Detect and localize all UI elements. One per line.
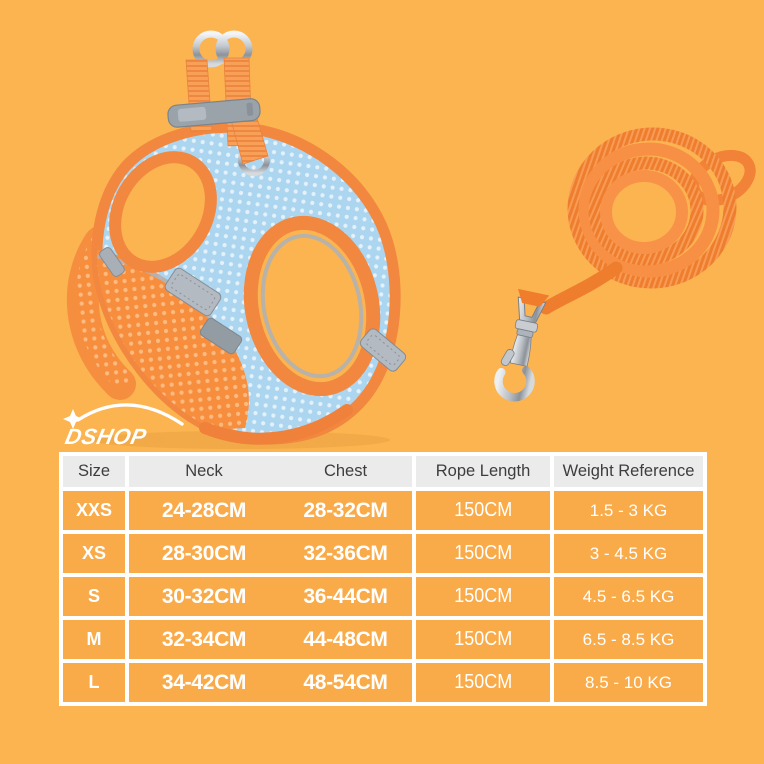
table-row: S 30-32CM 36-44CM 150CM 4.5 - 6.5 KG — [63, 577, 703, 616]
header-cell-rope-length: Rope Length — [416, 456, 550, 487]
cell-neck-chest: 34-42CM 48-54CM — [129, 663, 412, 702]
logo-swoosh — [76, 403, 184, 426]
size-value: S — [87, 586, 100, 606]
table-row: M 32-34CM 44-48CM 150CM 6.5 - 8.5 KG — [63, 620, 703, 659]
reflective-patch — [164, 267, 222, 317]
rope-length-value: 150CM — [453, 499, 513, 521]
harness-leg-hole — [243, 215, 381, 397]
reflective-patch-stitch — [366, 334, 400, 366]
neck-value: 28-30CM — [161, 541, 247, 565]
cell-neck-chest: 24-28CM 28-32CM — [129, 491, 412, 530]
cell-weight: 1.5 - 3 KG — [554, 491, 703, 530]
cell-rope-length: 150CM — [416, 534, 550, 573]
header-label: Neck — [185, 462, 223, 480]
weight-value: 4.5 - 6.5 KG — [582, 586, 675, 606]
weight-value: 8.5 - 10 KG — [585, 672, 672, 692]
hook-gate — [500, 349, 515, 367]
chest-value: 36-44CM — [303, 584, 388, 608]
cell-rope-length: 150CM — [416, 491, 550, 530]
header-label: Weight Reference — [562, 462, 695, 480]
size-value: M — [86, 629, 102, 649]
strap-fold — [518, 288, 550, 307]
snap-hook-icon — [494, 288, 550, 402]
header-label: Size — [77, 462, 111, 480]
neck-value: 32-34CM — [161, 627, 247, 651]
table-row: XXS 24-28CM 28-32CM 150CM 1.5 - 3 KG — [63, 491, 703, 530]
cell-rope-length: 150CM — [416, 620, 550, 659]
cell-size: L — [63, 663, 125, 702]
rope-length-value: 150CM — [453, 585, 513, 607]
size-value: XXS — [75, 500, 113, 520]
d-ring-icon — [192, 30, 230, 68]
neck-value: 24-28CM — [161, 498, 247, 522]
chest-value: 44-48CM — [303, 627, 388, 651]
table-row: XS 28-30CM 32-36CM 150CM 3 - 4.5 KG — [63, 534, 703, 573]
cell-weight: 8.5 - 10 KG — [554, 663, 703, 702]
leash-coil — [567, 127, 737, 289]
logo-text: DSHOP — [63, 424, 149, 449]
harness-bottom-trim — [199, 404, 353, 445]
chest-value: 48-54CM — [303, 670, 388, 694]
leash-photo — [494, 127, 756, 402]
chest-value: 28-32CM — [303, 498, 388, 522]
header-cell-neck-chest: Neck Chest — [129, 456, 412, 487]
cell-size: XS — [63, 534, 125, 573]
chest-value: 32-36CM — [303, 541, 388, 565]
cell-neck-chest: 32-34CM 44-48CM — [129, 620, 412, 659]
size-value: L — [88, 672, 100, 692]
reflective-patch-stitch — [170, 273, 216, 311]
cell-size: M — [63, 620, 125, 659]
cell-size: XXS — [63, 491, 125, 530]
size-table: Size Neck Chest Rope Length Weight Refer… — [59, 452, 707, 706]
leash-strap — [539, 261, 623, 315]
neck-value: 34-42CM — [161, 670, 247, 694]
weight-value: 6.5 - 8.5 KG — [582, 629, 675, 649]
size-table-header: Size Neck Chest Rope Length Weight Refer… — [63, 456, 703, 487]
cell-neck-chest: 28-30CM 32-36CM — [129, 534, 412, 573]
harness-photo — [66, 30, 407, 449]
rope-length-value: 150CM — [453, 628, 513, 650]
leash-coil — [588, 156, 704, 266]
brand-logo: DSHOP — [63, 403, 184, 449]
cell-rope-length: 150CM — [416, 663, 550, 702]
header-label: Rope Length — [435, 462, 531, 480]
cell-weight: 3 - 4.5 KG — [554, 534, 703, 573]
cell-weight: 6.5 - 8.5 KG — [554, 620, 703, 659]
cell-neck-chest: 30-32CM 36-44CM — [129, 577, 412, 616]
header-cell-size: Size — [63, 456, 125, 487]
hook-ring — [494, 366, 535, 402]
star-icon — [63, 409, 83, 429]
reflective-tab — [99, 247, 125, 277]
cell-weight: 4.5 - 6.5 KG — [554, 577, 703, 616]
leash-coil — [578, 142, 720, 278]
size-value: XS — [81, 543, 106, 563]
reflective-patch — [359, 328, 407, 372]
table-row: L 34-42CM 48-54CM 150CM 8.5 - 10 KG — [63, 663, 703, 702]
harness-neck-hole — [109, 151, 217, 273]
rope-length-value: 150CM — [453, 671, 513, 693]
rope-length-value: 150CM — [453, 542, 513, 564]
hook-shank — [510, 334, 532, 367]
cell-size: S — [63, 577, 125, 616]
neck-value: 30-32CM — [161, 584, 247, 608]
adjuster-buckle — [167, 98, 261, 128]
reflective-patch — [199, 317, 243, 355]
weight-value: 1.5 - 3 KG — [589, 500, 668, 520]
header-label: Chest — [323, 462, 368, 480]
header-cell-weight: Weight Reference — [554, 456, 703, 487]
cell-rope-length: 150CM — [416, 577, 550, 616]
leg-hole-piping — [260, 233, 364, 379]
leash-coil — [600, 170, 688, 254]
weight-value: 3 - 4.5 KG — [589, 543, 668, 563]
